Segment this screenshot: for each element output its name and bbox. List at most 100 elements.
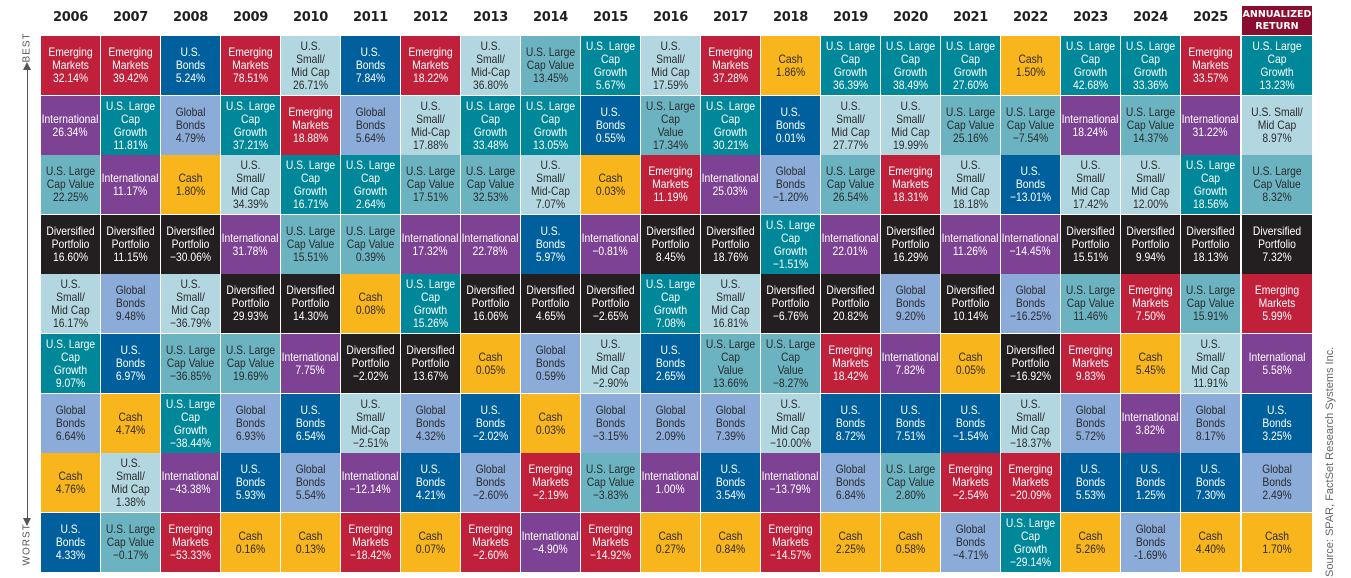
return-cell: U.S. Large Cap Value 14.37% <box>1121 96 1180 155</box>
return-cell: U.S. Large Cap Value −8.27% <box>761 334 820 393</box>
return-value: 26.34% <box>53 124 89 139</box>
asset-class-label: Global Bonds <box>1135 522 1166 549</box>
return-value: 6.84% <box>835 488 866 502</box>
return-cell: Emerging Markets −14.57% <box>761 513 820 572</box>
return-cell: U.S. Large Cap Growth 5.67% <box>581 36 640 95</box>
asset-class-label: U.S. Large Cap Growth <box>405 276 456 317</box>
asset-class-label: U.S. Bonds <box>655 343 686 370</box>
asset-class-label: U.S. Large Cap Growth <box>585 38 636 79</box>
asset-class-label: U.S. Bonds <box>175 45 206 72</box>
asset-class-label: Cash <box>178 170 203 185</box>
return-cell: International 5.58% <box>1242 334 1312 393</box>
asset-class-label: International <box>342 468 399 483</box>
asset-class-label: U.S. Large Cap Growth <box>765 217 816 258</box>
asset-class-label: U.S. Large Cap Value <box>1252 164 1302 191</box>
return-value: 0.03% <box>595 183 626 198</box>
return-value: 7.51% <box>895 429 926 443</box>
return-cell: Diversified Portfolio 8.45% <box>641 215 700 274</box>
return-cell: U.S. Large Cap Growth −29.14% <box>1001 513 1060 572</box>
return-value: −2.60% <box>472 548 509 562</box>
asset-class-label: International <box>702 170 759 185</box>
return-value: 1.50% <box>1015 64 1046 79</box>
return-cell: U.S. Bonds 4.21% <box>401 453 460 512</box>
asset-class-label: International <box>222 230 279 245</box>
return-cell: U.S. Bonds 3.54% <box>701 453 760 512</box>
return-cell: U.S. Large Cap Growth 33.36% <box>1121 36 1180 95</box>
return-value: 26.71% <box>292 77 328 92</box>
year-header: 2025 <box>1193 10 1228 25</box>
return-value: −14.45% <box>1009 243 1052 258</box>
return-cell: Emerging Markets 18.22% <box>401 36 460 95</box>
return-value: 8.72% <box>835 429 866 443</box>
asset-class-label: U.S. Small/ Mid Cap <box>831 98 870 139</box>
return-cell: Global Bonds 6.84% <box>821 453 880 512</box>
asset-class-label: U.S. Large Cap Value <box>225 343 276 370</box>
return-value: 36.80% <box>472 77 508 92</box>
return-value: 1.80% <box>175 183 206 198</box>
asset-class-label: U.S. Small/ Mid Cap <box>711 276 750 317</box>
return-value: 4.76% <box>55 481 86 496</box>
return-cell: U.S. Large Cap Growth 33.48% <box>461 96 520 155</box>
year-header: 2021 <box>953 10 988 25</box>
return-cell: Emerging Markets −20.09% <box>1001 453 1060 512</box>
return-cell: U.S. Bonds 5.93% <box>221 453 280 512</box>
return-cell: Cash 0.58% <box>881 513 940 572</box>
return-value: 18.76% <box>712 250 748 264</box>
return-value: −16.25% <box>1009 309 1052 323</box>
return-value: 14.30% <box>292 309 328 323</box>
return-value: 39.42% <box>112 71 148 85</box>
return-value: 30.21% <box>712 137 748 152</box>
return-cell: U.S. Small/ Mid-Cap 17.88% <box>401 96 460 155</box>
return-value: −0.81% <box>592 243 629 258</box>
return-cell: Emerging Markets −2.60% <box>461 513 520 572</box>
return-cell: U.S. Small/ Mid Cap −18.37% <box>1001 394 1060 453</box>
return-cell: U.S. Small/ Mid Cap 8.97% <box>1242 96 1312 155</box>
return-cell: International 3.82% <box>1121 394 1180 453</box>
return-cell: U.S. Small/ Mid Cap 27.77% <box>821 96 880 155</box>
return-value: 5.53% <box>1075 488 1106 502</box>
return-cell: Emerging Markets −53.33% <box>161 513 220 572</box>
return-cell: U.S. Small/ Mid Cap 17.59% <box>641 36 700 95</box>
return-value: 3.54% <box>715 488 746 502</box>
asset-class-label: Global Bonds <box>1195 403 1226 430</box>
return-cell: U.S. Bonds −13.01% <box>1001 155 1060 214</box>
return-cell: Diversified Portfolio 16.29% <box>881 215 940 274</box>
return-cell: Emerging Markets 7.50% <box>1121 274 1180 333</box>
return-value: 36.39% <box>832 77 868 92</box>
return-cell: International 22.78% <box>461 215 520 274</box>
return-cell: Diversified Portfolio 18.13% <box>1181 215 1240 274</box>
return-value: 14.37% <box>1132 131 1168 145</box>
return-cell: U.S. Small/ Mid Cap 19.99% <box>881 96 940 155</box>
return-cell: U.S. Large Cap Growth 13.05% <box>521 96 580 155</box>
return-cell: Cash 1.86% <box>761 36 820 95</box>
asset-class-label: Diversified Portfolio <box>286 283 335 310</box>
return-cell: Emerging Markets −18.42% <box>341 513 400 572</box>
return-cell: Diversified Portfolio 20.82% <box>821 274 880 333</box>
asset-class-label: Diversified Portfolio <box>1066 224 1115 251</box>
return-cell: Cash 4.76% <box>41 453 100 512</box>
return-cell: U.S. Large Cap Growth 30.21% <box>701 96 760 155</box>
return-value: 6.93% <box>235 429 266 443</box>
return-cell: U.S. Bonds 6.97% <box>101 334 160 393</box>
return-cell: Cash 0.05% <box>461 334 520 393</box>
return-value: 4.79% <box>175 131 206 145</box>
return-value: 34.39% <box>232 196 268 211</box>
asset-class-label: U.S. Small/ Mid Cap <box>1071 157 1110 198</box>
arrow-down-icon <box>23 518 31 526</box>
return-value: 7.39% <box>715 429 746 443</box>
asset-class-label: U.S. Large Cap Growth <box>885 38 936 79</box>
asset-class-label: Cash <box>598 170 623 185</box>
return-cell: U.S. Large Cap Value 13.66% <box>701 334 760 393</box>
return-cell: Cash 0.27% <box>641 513 700 572</box>
return-value: −1.20% <box>772 190 809 204</box>
return-value: 33.57% <box>1192 71 1228 85</box>
asset-class-label: Global Bonds <box>115 283 146 310</box>
return-cell: Emerging Markets 18.88% <box>281 96 340 155</box>
asset-class-label: Cash <box>478 349 503 364</box>
asset-class-label: Diversified Portfolio <box>406 343 455 370</box>
return-cell: U.S. Large Cap Value 2.80% <box>881 453 940 512</box>
asset-class-label: Emerging Markets <box>1008 462 1053 489</box>
asset-class-label: U.S. Small/ Mid Cap <box>111 455 150 496</box>
return-cell: Emerging Markets 39.42% <box>101 36 160 95</box>
return-cell: U.S. Large Cap Growth 15.26% <box>401 274 460 333</box>
